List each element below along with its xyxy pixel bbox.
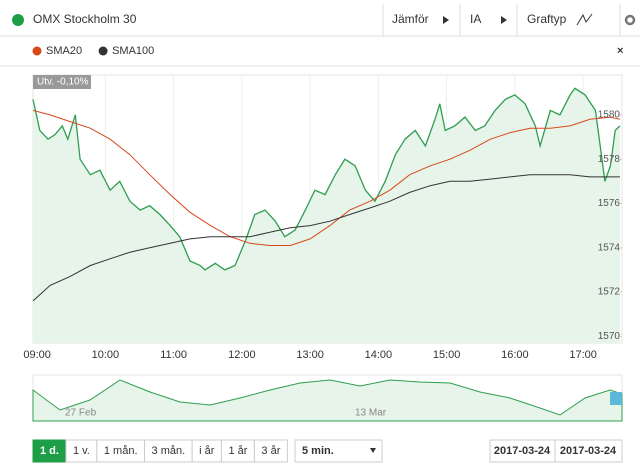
title: OMX Stockholm 30 [33, 12, 137, 26]
close-icon[interactable]: × [617, 45, 623, 57]
range-label: 3 år [261, 445, 280, 457]
x-tick-label: 11:00 [160, 349, 187, 361]
y-tick-label: 1578 [598, 154, 621, 165]
plot [32, 75, 622, 343]
x-tick-label: 15:00 [433, 349, 461, 361]
navigator-label: 27 Feb [65, 408, 97, 419]
interval-label: 5 min. [302, 445, 334, 457]
range-label: 1 d. [40, 445, 59, 457]
y-tick-label: 1572 [598, 287, 621, 298]
compare-button[interactable]: Jämför [392, 12, 429, 26]
date-to[interactable] [554, 439, 623, 463]
charttype-button[interactable]: Graftyp [527, 12, 567, 26]
arrow [501, 16, 507, 24]
line [32, 174, 620, 302]
x-tick-label: 09:00 [23, 349, 51, 361]
annotation: Utv. -0,10% [37, 77, 89, 88]
line [32, 109, 621, 246]
y-tick-label: 1570 [598, 331, 621, 342]
range-label: 1 v. [73, 445, 90, 457]
area [33, 88, 620, 343]
ia-button[interactable]: IA [470, 12, 481, 26]
legend-label[interactable]: SMA20 [46, 45, 82, 57]
x-tick-label: 14:00 [365, 349, 393, 361]
interval-select[interactable] [294, 439, 383, 463]
range-label: i år [199, 445, 215, 457]
x-tick-label: 16:00 [501, 349, 529, 361]
range-label: 3 mån. [152, 445, 186, 457]
annotation-box [33, 75, 91, 89]
legend: SMA20 SMA100 [32, 45, 154, 57]
range-button[interactable] [253, 439, 288, 463]
date-to-label: 2017-03-24 [560, 445, 617, 457]
date-from-label: 2017-03-24 [494, 445, 551, 457]
legend-swatch [98, 46, 108, 56]
legend-label[interactable]: SMA100 [112, 45, 154, 57]
y-tick-label: 1576 [598, 198, 621, 209]
charttype-icon [576, 13, 593, 26]
x-tick-label: 10:00 [92, 349, 120, 361]
range-label: 1 mån. [104, 445, 138, 457]
arrow [443, 16, 449, 24]
navigator-label: 13 Mar [355, 408, 387, 419]
status-dot [12, 14, 24, 26]
range-label: 1 år [228, 445, 247, 457]
x-tick-label: 12:00 [228, 349, 256, 361]
range-buttons: 1 d. 1 v. 1 mån. 3 mån. i år 1 år 3 år [32, 439, 288, 463]
legend-swatch [32, 46, 42, 56]
navigator-handle[interactable] [610, 392, 622, 405]
line [32, 87, 621, 271]
navigator[interactable]: 27 Feb 13 Mar [32, 374, 623, 422]
y-tick-label: 1574 [598, 242, 621, 253]
navigator-line [32, 379, 623, 422]
x-tick-label: 17:00 [569, 349, 597, 361]
settings-icon[interactable] [624, 14, 636, 26]
header [0, 0, 640, 36]
x-tick-label: 13:00 [296, 349, 324, 361]
y-tick-label: 1580 [598, 110, 621, 121]
toolbar: Jämför IA Graftyp [382, 4, 636, 36]
dropdown-arrow [370, 448, 376, 453]
